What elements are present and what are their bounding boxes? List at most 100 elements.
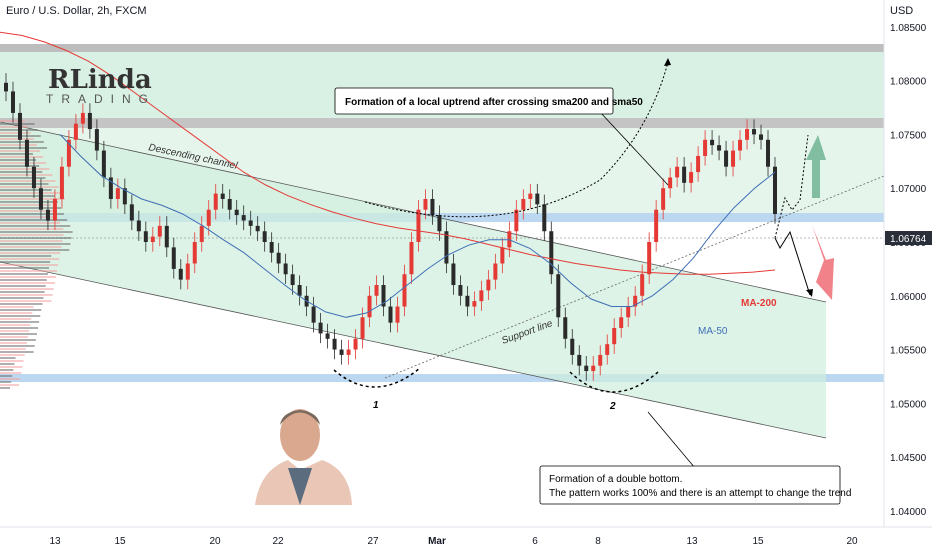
candle — [465, 286, 470, 317]
volume-profile-bar — [0, 213, 65, 215]
x-tick-label: Mar — [428, 536, 446, 547]
volume-profile — [0, 120, 73, 389]
volume-profile-bar — [0, 354, 25, 356]
candle — [591, 355, 596, 381]
candle — [584, 355, 589, 381]
volume-profile-bar — [0, 195, 55, 197]
volume-profile-bar — [0, 186, 59, 188]
volume-profile-bar — [0, 297, 44, 299]
volume-profile-bar — [0, 333, 37, 335]
volume-profile-bar — [0, 342, 27, 344]
y-tick-label: 1.06000 — [890, 292, 927, 303]
candle — [731, 140, 736, 177]
volume-profile-bar — [0, 150, 40, 152]
volume-profile-bar — [0, 384, 20, 386]
volume-profile-bar — [0, 258, 60, 260]
x-tick-label: 13 — [49, 536, 61, 547]
x-tick-label: 20 — [846, 536, 858, 547]
chart-title: Euro / U.S. Dollar, 2h, FXCM — [6, 5, 147, 17]
volume-profile-bar — [0, 162, 47, 164]
candle — [717, 135, 722, 161]
volume-profile-bar — [0, 144, 37, 146]
volume-profile-bar — [0, 387, 11, 389]
candle — [374, 275, 379, 306]
candle — [122, 178, 127, 215]
volume-profile-bar — [0, 240, 63, 242]
price-axis-panel — [884, 0, 932, 550]
candle — [542, 194, 547, 241]
candle — [213, 183, 218, 220]
svg-text:Formation of a double bottom.: Formation of a double bottom. — [549, 474, 682, 485]
candle — [24, 130, 29, 177]
volume-profile-bar — [0, 279, 47, 281]
candle — [332, 329, 337, 360]
volume-profile-bar — [0, 126, 28, 128]
bottom-label-1: 1 — [373, 400, 379, 411]
volume-profile-bar — [0, 288, 54, 290]
candle — [521, 189, 526, 220]
support-line — [384, 175, 885, 379]
volume-profile-bar — [0, 303, 43, 305]
candle — [339, 339, 344, 365]
volume-profile-bar — [0, 249, 70, 251]
svg-text:The pattern works 100% and the: The pattern works 100% and there is an a… — [549, 488, 851, 499]
volume-profile-bar — [0, 378, 21, 380]
candle — [164, 216, 169, 258]
volume-profile-bar — [0, 309, 42, 311]
volume-profile-bar — [0, 321, 40, 323]
candle — [556, 264, 561, 327]
volume-profile-bar — [0, 168, 50, 170]
current-price-badge — [885, 231, 932, 245]
currency-label: USD — [890, 5, 913, 17]
volume-profile-bar — [0, 165, 40, 167]
volume-profile-bar — [0, 345, 35, 347]
y-tick-label: 1.07500 — [890, 130, 927, 141]
volume-profile-bar — [0, 141, 44, 143]
volume-profile-bar — [0, 330, 29, 332]
volume-profile-bar — [0, 270, 57, 272]
upper-resistance-zone — [0, 44, 884, 52]
volume-profile-bar — [0, 231, 73, 233]
candle — [451, 253, 456, 295]
candle — [157, 216, 162, 247]
svg-text:TRADING: TRADING — [46, 92, 156, 106]
annotation-uptrend: Formation of a local uptrend after cross… — [334, 87, 669, 186]
volume-profile-bar — [0, 264, 59, 266]
volume-profile-bar — [0, 267, 50, 269]
candle — [115, 178, 120, 209]
x-tick-label: 20 — [209, 536, 221, 547]
volume-profile-bar — [0, 255, 52, 257]
candle — [633, 286, 638, 317]
volume-profile-bar — [0, 207, 61, 209]
volume-profile-bar — [0, 327, 39, 329]
volume-profile-bar — [0, 228, 64, 230]
y-tick-label: 1.07000 — [890, 184, 927, 195]
candle — [647, 232, 652, 284]
volume-profile-bar — [0, 120, 25, 122]
volume-profile-bar — [0, 156, 44, 158]
candle — [38, 178, 43, 220]
candle — [94, 119, 99, 161]
candle — [199, 216, 204, 252]
x-tick-label: 22 — [272, 536, 284, 547]
ma200-line — [0, 31, 776, 275]
candle — [297, 275, 302, 306]
candle — [675, 157, 680, 188]
man-photo — [255, 409, 352, 505]
volume-profile-bar — [0, 234, 64, 236]
volume-profile-bar — [0, 273, 48, 275]
candle — [171, 237, 176, 279]
candle — [227, 189, 232, 220]
bottom-arc-2 — [569, 371, 659, 393]
uptrend-projection-arc — [364, 61, 669, 218]
volume-profile-bar — [0, 246, 62, 248]
volume-profile-bar — [0, 324, 31, 326]
candle — [745, 119, 750, 150]
candle — [395, 296, 400, 333]
candle — [248, 210, 253, 236]
candle — [752, 119, 757, 145]
candle — [416, 200, 421, 252]
projected-down-path — [774, 230, 811, 296]
candle — [696, 146, 701, 182]
